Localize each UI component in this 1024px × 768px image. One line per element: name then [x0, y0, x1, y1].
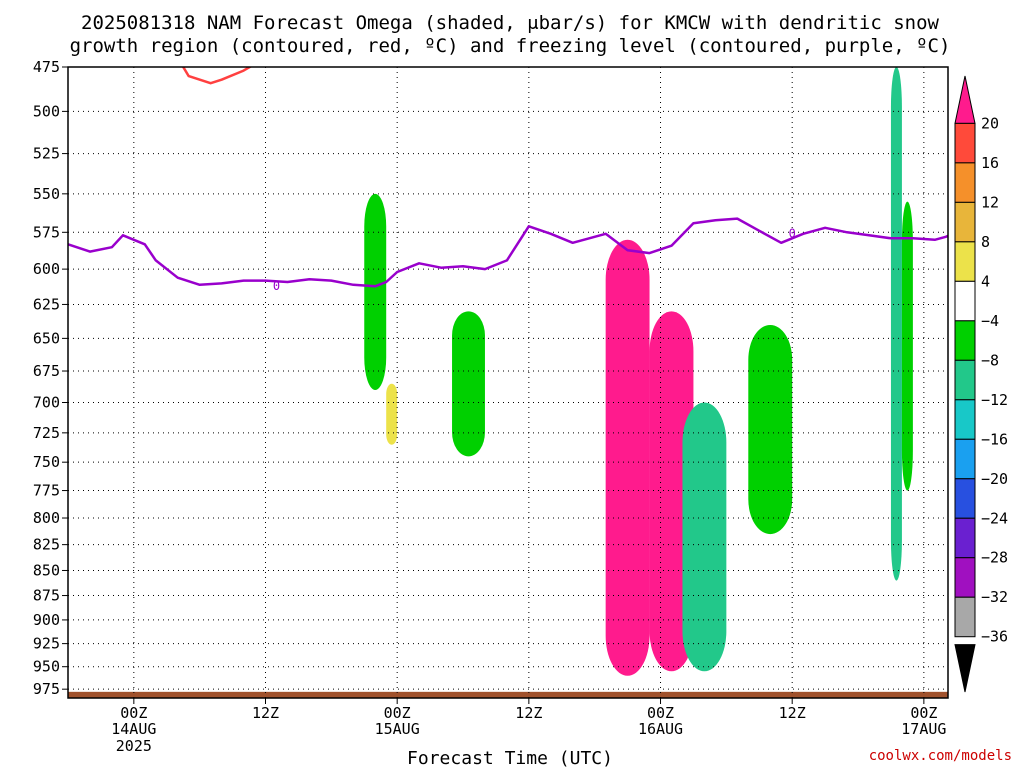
freezing-level-contour: [68, 217, 948, 288]
colorbar-swatch-13: [954, 596, 976, 638]
colorbar-label: −20: [981, 470, 1008, 488]
x-tick-label-date: 14AUG: [111, 720, 156, 738]
colorbar-swatch-12: [954, 557, 976, 598]
colorbar-label: −28: [981, 549, 1008, 567]
y-tick-label: 975: [33, 680, 60, 698]
terrain-fill: [68, 691, 948, 698]
colorbar-label: 20: [981, 114, 999, 132]
y-tick-label: 650: [33, 329, 60, 347]
y-tick-label: 950: [33, 658, 60, 676]
colorbar-swatch-1: [954, 122, 976, 164]
y-tick-label: 850: [33, 561, 60, 579]
x-tick-label-time: 00Z: [647, 704, 674, 722]
x-axis-title: Forecast Time (UTC): [407, 748, 613, 768]
x-tick-label-date: 17AUG: [901, 720, 946, 738]
omega-area-3: [605, 239, 650, 676]
x-tick-label-date: 15AUG: [375, 720, 420, 738]
y-tick-label: 500: [33, 102, 60, 120]
y-tick-label: 725: [33, 424, 60, 442]
y-tick-label: 625: [33, 295, 60, 313]
site-credit: coolwx.com/models: [869, 748, 1012, 764]
colorbar-swatch-6: [954, 320, 976, 361]
y-tick-label: 750: [33, 453, 60, 471]
y-tick-label: 800: [33, 509, 60, 527]
colorbar-swatch-4: [954, 241, 976, 282]
colorbar-swatch-10: [954, 478, 976, 519]
x-tick-label-time: 00Z: [910, 704, 937, 722]
colorbar-swatch-2: [954, 162, 976, 203]
x-tick-label-year: 2025: [116, 737, 152, 755]
contour-lines: 00: [68, 67, 948, 293]
colorbar-label: −36: [981, 628, 1008, 646]
omega-area-8: [901, 201, 913, 491]
y-tick-label: 700: [33, 393, 60, 411]
chart-title-line1: 2025081318 NAM Forecast Omega (shaded, μ…: [81, 12, 939, 34]
omega-shading: [364, 67, 913, 676]
grid-lines: [68, 66, 948, 698]
colorbar-label: −4: [981, 312, 999, 330]
y-tick-label: 550: [33, 185, 60, 203]
freezing-level-label: 0: [273, 279, 280, 293]
y-tick-label: 600: [33, 260, 60, 278]
omega-area-1: [386, 383, 398, 445]
colorbar-top-arrow: [954, 75, 976, 124]
x-tick-label-time: 12Z: [779, 704, 806, 722]
plot-area: 00: [67, 66, 949, 699]
dgz-contour: [181, 67, 253, 85]
y-tick-label: 900: [33, 611, 60, 629]
colorbar: 20 16 12 8 4 −4 −8 −12 −16 −20 −24 −28 −32 −36: [954, 75, 1008, 693]
omega-area-7: [890, 67, 902, 581]
plot-frame: [67, 66, 949, 699]
colorbar-swatch-3: [954, 201, 976, 243]
colorbar-bottom-arrow: [954, 644, 976, 693]
colorbar-swatch-7: [954, 359, 976, 401]
y-tick-label: 925: [33, 635, 60, 653]
colorbar-label: −12: [981, 391, 1008, 409]
x-tick-label-time: 00Z: [120, 704, 147, 722]
colorbar-label: −8: [981, 351, 999, 369]
y-tick-label: 825: [33, 536, 60, 554]
colorbar-label: −24: [981, 509, 1008, 527]
colorbar-label: 8: [981, 233, 990, 251]
colorbar-label: −16: [981, 430, 1008, 448]
omega-area-6: [748, 324, 793, 535]
terrain-band: [68, 691, 948, 698]
colorbar-swatch-9: [954, 438, 976, 480]
colorbar-label: −32: [981, 588, 1008, 606]
colorbar-swatch-8: [954, 399, 976, 440]
omega-area-2: [452, 311, 485, 457]
y-tick-label: 875: [33, 587, 60, 605]
y-tick-label: 475: [33, 58, 60, 76]
colorbar-label: 4: [981, 272, 990, 290]
omega-area-5: [682, 402, 727, 672]
colorbar-label: 16: [981, 154, 999, 172]
omega-area-0: [364, 193, 387, 391]
x-tick-label-date: 16AUG: [638, 720, 683, 738]
y-tick-label: 575: [33, 223, 60, 241]
colorbar-swatch-5: [954, 280, 976, 322]
x-tick-label-time: 12Z: [252, 704, 279, 722]
x-tick-label-time: 12Z: [515, 704, 542, 722]
chart-title-line2: growth region (contoured, red, ºC) and f…: [70, 35, 951, 57]
y-tick-label: 675: [33, 362, 60, 380]
colorbar-label: 12: [981, 193, 999, 211]
x-tick-label-time: 00Z: [384, 704, 411, 722]
y-axis: 475 500 525 550 575 600 625 650 675 700 725 750 775 8…: [33, 58, 68, 698]
y-tick-label: 525: [33, 145, 60, 163]
y-tick-label: 775: [33, 482, 60, 500]
freezing-level-label: 0: [789, 226, 796, 240]
colorbar-swatch-11: [954, 517, 976, 559]
